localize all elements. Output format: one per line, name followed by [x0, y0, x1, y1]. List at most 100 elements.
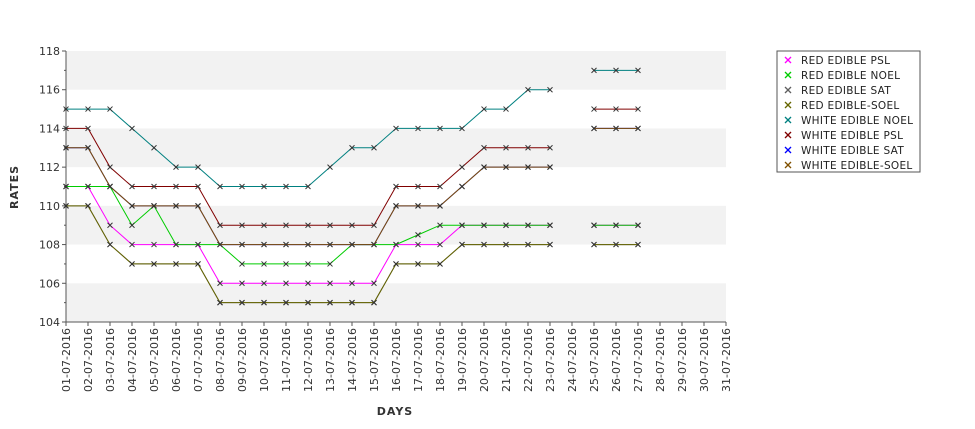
x-tick-label: 02-07-2016	[82, 328, 95, 392]
data-point	[613, 67, 619, 74]
x-tick-label: 16-07-2016	[390, 328, 403, 392]
data-point	[129, 183, 135, 190]
series-white-edible-noel	[63, 67, 641, 190]
data-point	[195, 183, 201, 190]
data-point	[613, 222, 619, 229]
data-point	[393, 203, 399, 209]
data-point	[283, 261, 289, 267]
x-tick-label: 30-07-2016	[698, 328, 711, 392]
data-point	[459, 183, 465, 190]
x-tick-label: 11-07-2016	[280, 328, 293, 392]
data-point	[173, 164, 179, 170]
legend: RED EDIBLE PSL RED EDIBLE NOEL RED EDIBLE …	[776, 50, 921, 173]
data-point	[591, 125, 597, 132]
data-point	[195, 241, 201, 248]
x-axis-title: DAYS	[377, 405, 413, 418]
y-tick-label: 114	[39, 122, 60, 135]
data-point	[371, 241, 377, 248]
data-point	[437, 125, 443, 132]
data-point	[525, 164, 531, 170]
data-point	[547, 222, 553, 229]
data-point	[305, 261, 311, 267]
data-point	[503, 144, 509, 151]
data-point	[173, 183, 179, 190]
y-tick-label: 110	[39, 200, 60, 213]
data-point	[635, 106, 641, 112]
x-tick-label: 29-07-2016	[676, 328, 689, 392]
y-axis-ticks: 104 106 108 110 112 114 116 118	[39, 45, 66, 329]
data-point	[261, 280, 267, 287]
data-point	[591, 241, 597, 248]
data-point	[283, 241, 289, 248]
grid-band	[66, 128, 726, 168]
data-point	[63, 106, 69, 112]
y-tick-label: 106	[39, 277, 60, 290]
x-tick-label: 20-07-2016	[478, 328, 491, 392]
data-point	[415, 232, 421, 238]
data-point	[305, 222, 311, 229]
legend-marker	[784, 71, 792, 79]
x-tick-label: 06-07-2016	[170, 328, 183, 392]
data-point	[371, 280, 377, 287]
x-axis-ticks: 01-07-2016 02-07-2016 03-07-2016 04-07-2016…	[60, 322, 733, 392]
data-point	[217, 241, 223, 248]
data-point	[393, 183, 399, 190]
legend-marker	[784, 56, 792, 64]
legend-label: WHITE EDIBLE SAT	[801, 145, 904, 157]
data-point	[129, 203, 135, 209]
legend-label: WHITE EDIBLE-SOEL	[801, 160, 913, 172]
data-point	[327, 261, 333, 267]
data-point	[129, 241, 135, 248]
data-point	[107, 222, 113, 229]
data-point	[415, 125, 421, 132]
x-tick-label: 19-07-2016	[456, 328, 469, 392]
data-point	[393, 125, 399, 132]
data-point	[173, 241, 179, 248]
y-tick-label: 104	[39, 316, 60, 329]
data-point	[503, 106, 509, 112]
data-point	[261, 183, 267, 190]
data-point	[173, 203, 179, 209]
x-tick-label: 03-07-2016	[104, 328, 117, 392]
x-tick-label: 08-07-2016	[214, 328, 227, 392]
data-point	[525, 144, 531, 151]
legend-item: RED EDIBLE PSL	[784, 55, 890, 67]
data-point	[63, 144, 69, 151]
data-point	[63, 125, 69, 132]
data-point	[327, 164, 333, 170]
legend-marker	[784, 161, 792, 169]
data-point	[327, 241, 333, 248]
legend-marker	[784, 101, 792, 109]
data-point	[305, 299, 311, 306]
data-point	[437, 261, 443, 267]
legend-item: WHITE EDIBLE PSL	[784, 130, 903, 142]
data-point	[591, 106, 597, 112]
series-red-edible-soel	[63, 203, 641, 306]
data-point	[261, 299, 267, 306]
legend-marker	[784, 131, 792, 139]
data-point	[239, 261, 245, 267]
legend-label: RED EDIBLE PSL	[801, 55, 890, 67]
data-point	[151, 241, 157, 248]
data-point	[349, 144, 355, 151]
data-point	[349, 241, 355, 248]
data-point	[283, 222, 289, 229]
x-tick-label: 01-07-2016	[60, 328, 73, 392]
data-point	[151, 203, 157, 209]
legend-item: RED EDIBLE-SOEL	[784, 100, 899, 112]
data-point	[415, 183, 421, 190]
data-point	[349, 280, 355, 287]
data-point	[547, 241, 553, 248]
data-point	[591, 222, 597, 229]
x-tick-label: 14-07-2016	[346, 328, 359, 392]
legend-item: WHITE EDIBLE-SOEL	[784, 160, 913, 172]
data-point	[151, 183, 157, 190]
x-tick-label: 07-07-2016	[192, 328, 205, 392]
x-tick-label: 26-07-2016	[610, 328, 623, 392]
data-point	[371, 299, 377, 306]
data-point	[107, 164, 113, 170]
data-point	[195, 164, 201, 170]
series-white-edible-psl	[63, 106, 641, 229]
data-point	[283, 280, 289, 287]
data-point	[503, 241, 509, 248]
